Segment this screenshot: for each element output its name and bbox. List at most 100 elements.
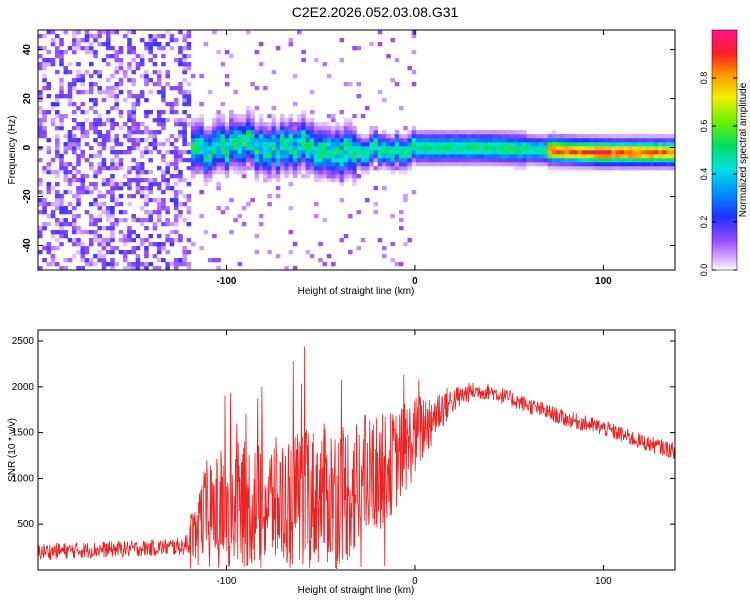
heatmap-cell — [186, 90, 192, 95]
spectrogram-heatmap — [38, 30, 675, 270]
heatmap-cell — [505, 142, 510, 147]
heatmap-cell — [297, 170, 302, 175]
heatmap-cell — [377, 90, 383, 95]
heatmap-cell — [241, 222, 247, 227]
heatmap-cell — [522, 154, 527, 159]
heatmap-cell — [598, 154, 604, 159]
heatmap-cell — [428, 130, 434, 135]
heatmap-cell — [97, 234, 102, 239]
heatmap-cell — [246, 146, 251, 151]
heatmap-cell — [131, 70, 136, 75]
heatmap-cell — [564, 142, 570, 147]
heatmap-cell — [381, 150, 387, 155]
heatmap-cell — [348, 82, 353, 87]
heatmap-cell — [84, 134, 90, 139]
heatmap-cell — [390, 166, 396, 171]
heatmap-cell — [437, 158, 442, 163]
heatmap-cell — [420, 134, 425, 139]
heatmap-cell — [403, 146, 408, 151]
heatmap-cell — [161, 126, 166, 131]
heatmap-cell — [636, 150, 642, 155]
heatmap-cell — [250, 158, 255, 163]
heatmap-cell — [156, 34, 162, 39]
heatmap-cell — [288, 250, 294, 255]
heatmap-cell — [135, 102, 141, 107]
heatmap-cell — [59, 54, 64, 59]
heatmap-cell — [152, 178, 158, 183]
heatmap-cell — [156, 118, 162, 123]
heatmap-cell — [551, 154, 557, 159]
heatmap-cell — [67, 86, 73, 91]
heatmap-cell — [139, 122, 145, 127]
heatmap-cell — [343, 118, 349, 123]
heatmap-cell — [509, 142, 514, 147]
heatmap-cell — [105, 134, 111, 139]
heatmap-cell — [297, 118, 302, 123]
heatmap-cell — [97, 218, 102, 223]
spectrogram-ytick-label: -20 — [22, 189, 33, 204]
spectrogram-xlabel: Height of straight line (km) — [298, 286, 415, 297]
heatmap-cell — [377, 150, 383, 155]
heatmap-cell — [241, 114, 247, 119]
heatmap-cell — [84, 186, 90, 191]
heatmap-cell — [326, 158, 332, 163]
heatmap-cell — [619, 134, 625, 139]
heatmap-cell — [403, 142, 408, 147]
heatmap-cell — [80, 126, 86, 131]
heatmap-cell — [386, 138, 391, 143]
heatmap-cell — [551, 150, 557, 155]
heatmap-cell — [360, 142, 366, 147]
heatmap-cell — [394, 262, 400, 267]
heatmap-cell — [500, 154, 506, 159]
heatmap-cell — [488, 154, 493, 159]
heatmap-cell — [169, 174, 175, 179]
heatmap-cell — [135, 166, 141, 171]
heatmap-cell — [237, 118, 243, 123]
heatmap-cell — [454, 150, 459, 155]
heatmap-cell — [212, 126, 217, 131]
heatmap-cell — [110, 118, 115, 123]
heatmap-cell — [216, 258, 221, 263]
heatmap-cell — [76, 186, 81, 191]
heatmap-cell — [314, 154, 319, 159]
heatmap-cell — [369, 138, 374, 143]
heatmap-cell — [411, 146, 417, 151]
heatmap-cell — [63, 258, 69, 263]
heatmap-cell — [127, 42, 132, 47]
heatmap-cell — [203, 170, 209, 175]
heatmap-cell — [246, 130, 251, 135]
heatmap-cell — [148, 134, 153, 139]
heatmap-cell — [403, 170, 408, 175]
heatmap-cell — [114, 50, 119, 55]
heatmap-cell — [71, 238, 77, 243]
heatmap-cell — [573, 154, 578, 159]
heatmap-cell — [190, 150, 196, 155]
heatmap-cell — [602, 150, 608, 155]
heatmap-cell — [80, 82, 86, 87]
heatmap-cell — [54, 218, 60, 223]
heatmap-cell — [577, 158, 582, 163]
heatmap-cell — [658, 158, 663, 163]
heatmap-cell — [216, 162, 221, 167]
heatmap-cell — [76, 198, 81, 203]
heatmap-cell — [216, 186, 221, 191]
heatmap-cell — [339, 126, 345, 131]
heatmap-cell — [415, 138, 421, 143]
heatmap-cell — [127, 178, 132, 183]
heatmap-cell — [360, 162, 366, 167]
heatmap-cell — [292, 162, 298, 167]
heatmap-cell — [628, 150, 633, 155]
heatmap-cell — [71, 38, 77, 43]
heatmap-cell — [199, 190, 204, 195]
heatmap-cell — [301, 138, 306, 143]
heatmap-cell — [42, 166, 47, 171]
heatmap-cell — [624, 158, 629, 163]
heatmap-cell — [178, 202, 183, 207]
heatmap-cell — [445, 150, 451, 155]
heatmap-cell — [653, 134, 659, 139]
heatmap-cell — [152, 222, 158, 227]
heatmap-cell — [131, 230, 136, 235]
heatmap-cell — [339, 130, 345, 135]
heatmap-cell — [229, 198, 234, 203]
heatmap-cell — [71, 34, 77, 39]
